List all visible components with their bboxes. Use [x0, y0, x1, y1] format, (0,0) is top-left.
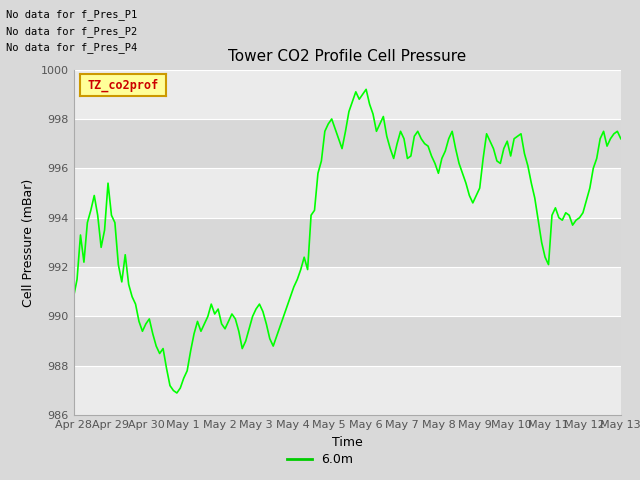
- Text: No data for f_Pres_P1: No data for f_Pres_P1: [6, 9, 138, 20]
- Bar: [74, 168, 621, 218]
- Title: Tower CO2 Profile Cell Pressure: Tower CO2 Profile Cell Pressure: [228, 49, 467, 64]
- Bar: [74, 218, 621, 267]
- Bar: [74, 119, 621, 168]
- Text: TZ_co2prof: TZ_co2prof: [88, 79, 159, 92]
- Bar: [74, 70, 621, 119]
- Bar: [74, 366, 621, 415]
- Bar: [74, 316, 621, 366]
- Text: No data for f_Pres_P2: No data for f_Pres_P2: [6, 25, 138, 36]
- Text: No data for f_Pres_P4: No data for f_Pres_P4: [6, 42, 138, 53]
- X-axis label: Time: Time: [332, 436, 363, 449]
- Bar: [74, 267, 621, 316]
- Y-axis label: Cell Pressure (mBar): Cell Pressure (mBar): [22, 178, 35, 307]
- Legend: 6.0m: 6.0m: [282, 448, 358, 471]
